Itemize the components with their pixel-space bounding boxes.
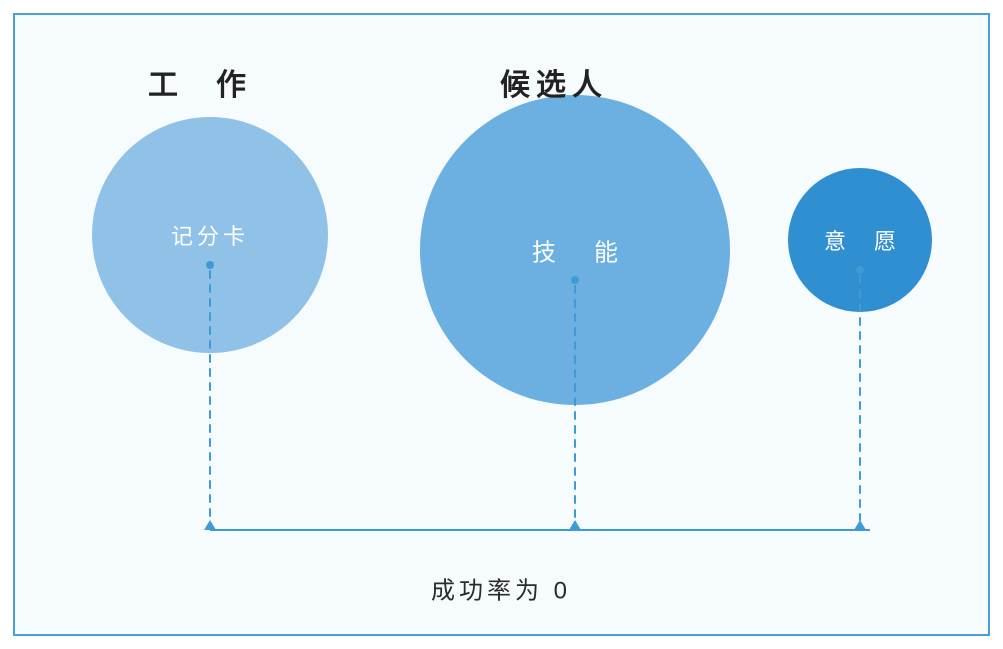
diagram-root: 工作 候选人 记分卡 技能 意愿 成功率为 0 bbox=[0, 0, 1003, 649]
circle-label-will: 意愿 bbox=[824, 224, 896, 256]
connector-dot-scorecard bbox=[206, 261, 214, 269]
circle-label-scorecard: 记分卡 bbox=[171, 219, 249, 251]
circle-label-skill: 技能 bbox=[532, 233, 618, 268]
heading-candidate: 候选人 bbox=[500, 60, 608, 104]
heading-work: 工作 bbox=[148, 60, 246, 104]
connector-dot-skill bbox=[571, 276, 579, 284]
connector-dot-will bbox=[856, 266, 864, 274]
caption-success-rate: 成功率为 0 bbox=[431, 571, 571, 606]
